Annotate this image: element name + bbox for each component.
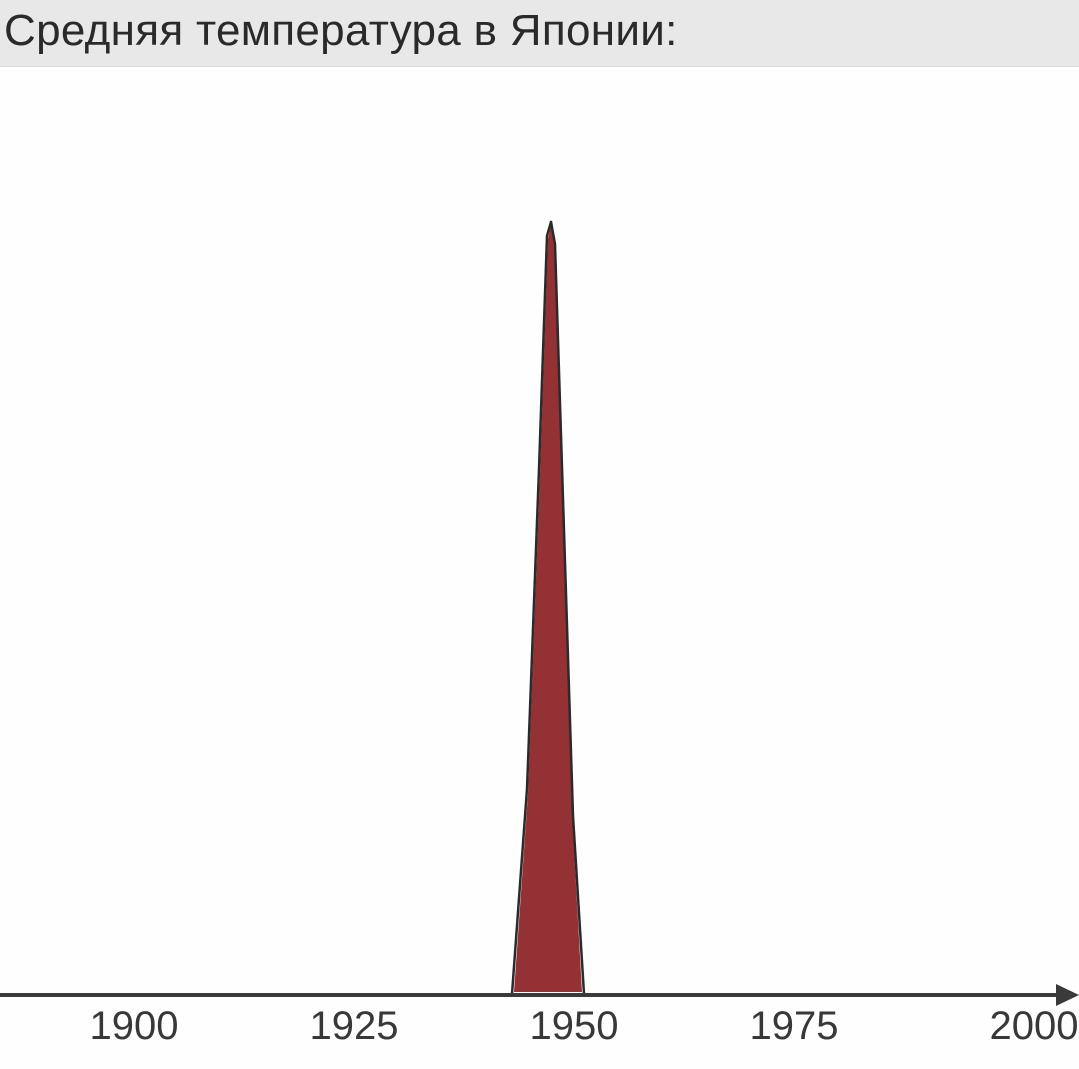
chart-area: 1900 1925 1950 1975 2000 xyxy=(0,74,1079,1069)
x-axis-arrowhead xyxy=(1056,984,1079,1006)
title-bar: Средняя температура в Японии: xyxy=(0,0,1079,67)
x-tick-2000: 2000 xyxy=(990,1004,1079,1049)
chart-svg xyxy=(0,74,1079,1069)
page-title: Средняя температура в Японии: xyxy=(4,6,1071,56)
x-tick-1925: 1925 xyxy=(310,1004,399,1049)
x-tick-1975: 1975 xyxy=(750,1004,839,1049)
spike-fill xyxy=(514,224,582,992)
x-tick-1900: 1900 xyxy=(90,1004,179,1049)
x-tick-1950: 1950 xyxy=(530,1004,619,1049)
